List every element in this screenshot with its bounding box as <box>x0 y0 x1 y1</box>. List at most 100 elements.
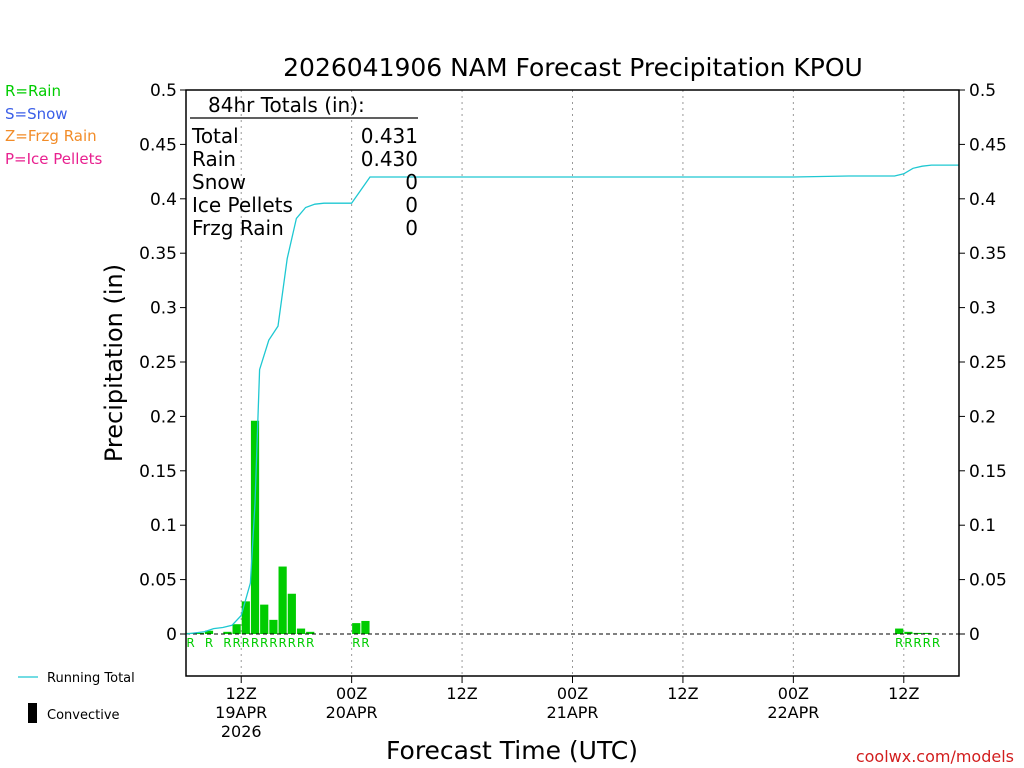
x-tick-label: 12Z <box>667 684 698 703</box>
totals-value-frzg-rain: 0 <box>405 216 418 240</box>
y-tick-label-right: 0.2 <box>969 407 996 427</box>
precip-bar <box>361 620 370 634</box>
totals-label-rain: Rain <box>192 147 236 171</box>
x-tick-label: 19APR <box>215 703 267 722</box>
x-tick-label: 20APR <box>326 703 378 722</box>
precip-bar <box>278 566 287 634</box>
ptype-label: R <box>352 636 360 650</box>
legend-snow: S=Snow <box>5 105 68 123</box>
precip-bar <box>250 420 260 634</box>
ptype-label: R <box>205 636 213 650</box>
ptype-label: R <box>260 636 268 650</box>
x-tick-label: 22APR <box>767 703 819 722</box>
y-tick-label-left: 0.3 <box>150 299 177 319</box>
x-tick-label: 12Z <box>446 684 477 703</box>
precip-bar <box>195 632 204 634</box>
precip-bar <box>260 604 269 634</box>
y-tick-label-left: 0.35 <box>139 244 177 264</box>
x-tick-label: 2026 <box>221 722 262 741</box>
precip-bar <box>895 628 904 634</box>
ptype-label: R <box>242 636 250 650</box>
y-axis-ticks: 0 00.05 0.050.1 0.10.15 0.150.2 0.20.25 0.250.… <box>139 81 1007 645</box>
ptype-label: R <box>932 636 940 650</box>
ptype-label: R <box>251 636 259 650</box>
totals-value-rain: 0.430 <box>361 147 418 171</box>
ptype-label: R <box>361 636 369 650</box>
x-tick-label: 00Z <box>557 684 588 703</box>
ptype-label: R <box>278 636 286 650</box>
totals-value-ice-pellets: 0 <box>405 193 418 217</box>
ptype-label: R <box>223 636 231 650</box>
totals-label-total: Total <box>191 124 239 148</box>
y-tick-label-left: 0.45 <box>139 135 177 155</box>
x-tick-label: 00Z <box>336 684 367 703</box>
precip-bar <box>913 632 922 634</box>
precip-bar <box>922 632 931 634</box>
x-tick-label: 00Z <box>778 684 809 703</box>
y-tick-label-left: 0.1 <box>150 516 177 536</box>
ptype-label: R <box>923 636 931 650</box>
ptype-label: R <box>904 636 912 650</box>
y-tick-label-right: 0.1 <box>969 516 996 536</box>
totals-box: 84hr Totals (in): Total 0.431 Rain 0.430… <box>190 93 418 240</box>
y-tick-label-left: 0 <box>166 625 177 645</box>
precip-bar <box>204 630 214 634</box>
convective-legend-label: Convective <box>47 708 120 723</box>
legend-frzg-rain: Z=Frzg Rain <box>5 127 97 145</box>
x-tick-label: 21APR <box>546 703 598 722</box>
y-tick-label-right: 0 <box>969 625 980 645</box>
credit-text: coolwx.com/models <box>856 747 1014 766</box>
legend-rain: R=Rain <box>5 82 61 100</box>
y-tick-label-left: 0.15 <box>139 462 177 482</box>
precip-bar <box>296 628 306 634</box>
ptype-label: R <box>297 636 305 650</box>
x-axis-label: Forecast Time (UTC) <box>386 736 638 765</box>
precip-bar <box>241 601 250 634</box>
y-axis-label: Precipitation (in) <box>100 264 128 462</box>
totals-value-snow: 0 <box>405 170 418 194</box>
x-tick-label: 12Z <box>888 684 919 703</box>
grid-lines <box>240 90 905 676</box>
totals-label-snow: Snow <box>192 170 246 194</box>
y-tick-label-left: 0.5 <box>150 81 177 101</box>
ptype-label: R <box>186 636 194 650</box>
y-tick-label-right: 0.35 <box>969 244 1007 264</box>
y-tick-label-left: 0.05 <box>139 571 177 591</box>
ptype-label: R <box>288 636 296 650</box>
precip-bar <box>352 623 361 634</box>
precip-bar <box>306 631 315 634</box>
running-total-legend-label: Running Total <box>47 671 135 686</box>
y-tick-label-right: 0.3 <box>969 299 996 319</box>
y-tick-label-right: 0.45 <box>969 135 1007 155</box>
y-tick-label-left: 0.2 <box>150 407 177 427</box>
precip-bars <box>186 420 931 634</box>
y-tick-label-right: 0.5 <box>969 81 996 101</box>
totals-label-frzg-rain: Frzg Rain <box>192 216 284 240</box>
chart-title: 2026041906 NAM Forecast Precipitation KP… <box>283 53 863 82</box>
y-tick-label-right: 0.25 <box>969 353 1007 373</box>
precip-bar <box>287 593 296 634</box>
ptype-label: R <box>306 636 314 650</box>
ptype-label: R <box>895 636 903 650</box>
x-tick-label: 12Z <box>226 684 257 703</box>
y-tick-label-right: 0.05 <box>969 571 1007 591</box>
running-total-line <box>185 164 959 635</box>
ptype-label: R <box>269 636 277 650</box>
convective-legend-swatch <box>28 703 37 723</box>
ptype-label: R <box>913 636 921 650</box>
precip-bar <box>232 624 241 634</box>
totals-value-total: 0.431 <box>361 124 418 148</box>
y-tick-label-left: 0.25 <box>139 353 177 373</box>
ptype-label: R <box>232 636 240 650</box>
ptype-legend: R=Rain S=Snow Z=Frzg Rain P=Ice Pellets <box>5 82 102 168</box>
legend-ice-pellets: P=Ice Pellets <box>5 150 102 168</box>
series-legend: Running Total Convective <box>18 671 135 723</box>
totals-heading: 84hr Totals (in): <box>208 93 365 117</box>
y-tick-label-right: 0.15 <box>969 462 1007 482</box>
y-tick-label-right: 0.4 <box>969 190 996 210</box>
precip-bar <box>269 619 278 634</box>
totals-label-ice-pellets: Ice Pellets <box>192 193 293 217</box>
